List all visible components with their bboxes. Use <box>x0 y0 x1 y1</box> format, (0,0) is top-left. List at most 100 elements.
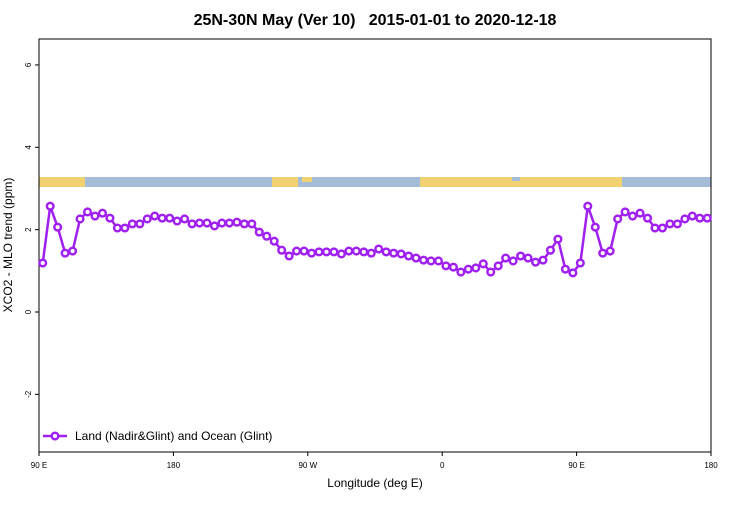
data-point <box>239 219 249 229</box>
data-point <box>299 246 309 256</box>
data-point <box>247 219 257 229</box>
y-tick-label: 0 <box>24 309 33 314</box>
data-point <box>194 218 205 228</box>
data-point <box>314 247 324 257</box>
data-point <box>590 222 600 232</box>
plot-frame <box>38 38 712 453</box>
y-tick-label: 6 <box>24 62 33 67</box>
data-point <box>545 245 556 255</box>
data-point <box>172 216 182 226</box>
data-point <box>351 246 361 256</box>
data-point <box>75 214 85 224</box>
data-point <box>538 255 548 265</box>
data-point <box>613 214 623 224</box>
data-point <box>202 218 212 228</box>
data-point <box>628 211 638 221</box>
data-point <box>523 253 533 263</box>
land-mask <box>39 177 711 187</box>
data-point <box>598 248 608 258</box>
data-point <box>635 208 645 218</box>
data-point <box>418 255 429 265</box>
data-point <box>374 244 384 254</box>
y-tick-label: 4 <box>24 145 33 150</box>
data-point <box>269 236 279 246</box>
data-point <box>478 259 488 269</box>
data-point <box>411 253 421 263</box>
y-axis-label: XCO2 - MLO trend (ppm) <box>1 178 15 313</box>
data-point <box>306 248 317 258</box>
data-point <box>60 248 70 258</box>
data-point <box>224 218 234 228</box>
data-point <box>702 213 712 223</box>
data-point <box>389 248 399 258</box>
data-point <box>560 264 570 274</box>
data-point <box>292 246 302 256</box>
data-point <box>553 234 563 244</box>
data-point <box>366 248 376 258</box>
data-point <box>486 267 496 277</box>
data-point <box>187 219 197 229</box>
data-point <box>672 219 682 229</box>
data-point <box>45 201 55 211</box>
data-point <box>501 253 511 263</box>
data-point <box>568 268 578 278</box>
data-point <box>650 223 660 233</box>
data-point <box>277 245 287 255</box>
data-point <box>530 257 541 267</box>
data-point <box>695 213 705 223</box>
data-point <box>433 256 444 266</box>
data-point <box>90 211 100 221</box>
x-tick-label: 90 E <box>568 461 584 470</box>
data-point <box>448 262 458 272</box>
data-point <box>97 208 108 218</box>
data-point <box>150 211 160 221</box>
data-point <box>344 246 354 256</box>
data-point <box>38 258 48 268</box>
data-point <box>165 213 175 223</box>
data-point <box>381 247 391 257</box>
data-point <box>120 223 130 233</box>
data-point <box>254 227 264 237</box>
data-point <box>321 247 332 257</box>
data-point <box>404 251 414 261</box>
data-point <box>642 213 653 223</box>
x-tick-label: 90 W <box>298 461 317 470</box>
data-point <box>516 251 526 261</box>
data-point <box>217 218 227 228</box>
data-point <box>142 214 152 224</box>
data-point <box>127 219 137 229</box>
data-point <box>583 201 593 211</box>
data-point <box>180 214 190 224</box>
x-tick-label: 0 <box>440 461 445 470</box>
legend-marker <box>50 431 60 441</box>
x-tick-label: 180 <box>704 461 718 470</box>
data-point <box>209 221 220 231</box>
data-point <box>665 219 675 229</box>
data-point <box>336 249 346 259</box>
data-point <box>396 249 406 259</box>
data-point <box>329 247 339 257</box>
data-point <box>135 219 145 229</box>
data-point <box>441 261 451 271</box>
data-point <box>680 214 690 224</box>
data-point <box>620 207 630 217</box>
data-point <box>605 246 615 256</box>
data-point <box>157 213 167 223</box>
data-point <box>232 217 242 227</box>
y-tick-label: 2 <box>24 227 33 232</box>
x-axis-label: Longitude (deg E) <box>327 476 422 490</box>
data-point <box>471 263 481 273</box>
data-point <box>493 261 503 271</box>
data-point <box>112 223 122 233</box>
data-point <box>463 264 473 274</box>
data-point <box>359 247 369 257</box>
data-point <box>82 207 93 217</box>
data-point <box>262 231 272 241</box>
legend-label: Land (Nadir&Glint) and Ocean (Glint) <box>75 429 272 443</box>
x-tick-label: 180 <box>167 461 181 470</box>
data-point <box>53 222 63 232</box>
data-point <box>687 211 697 221</box>
data-point <box>575 258 585 268</box>
